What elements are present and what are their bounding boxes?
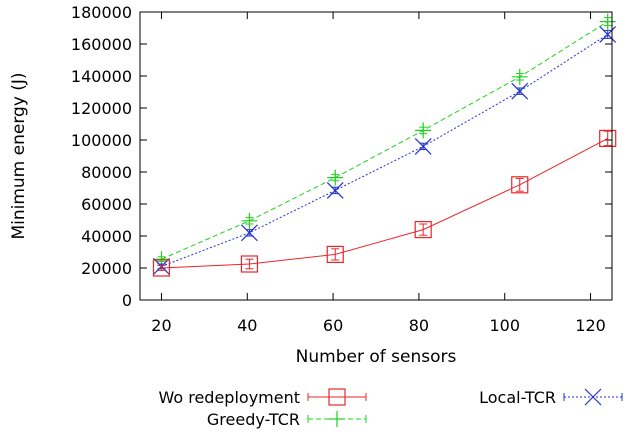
data-point — [599, 25, 617, 43]
data-point-b — [511, 82, 529, 100]
data-point — [240, 224, 258, 242]
y-tick-label: 80000 — [81, 163, 132, 182]
legend-marker-b — [584, 388, 602, 406]
legend-marker — [328, 388, 346, 406]
legend-item: Wo redeployment — [158, 388, 367, 407]
data-point — [152, 259, 171, 277]
plot-frame — [139, 11, 613, 301]
legend-label: Wo redeployment — [158, 388, 300, 407]
y-tick-label: 0 — [122, 291, 132, 310]
legend-label: Greedy-TCR — [207, 410, 300, 429]
x-tick-label: 120 — [575, 316, 606, 335]
y-tick-label: 20000 — [81, 259, 132, 278]
data-point-b — [326, 181, 344, 199]
x-tick-label: 60 — [323, 316, 343, 335]
data-point — [414, 221, 432, 239]
y-tick-label: 120000 — [71, 99, 132, 118]
axes: 0 20000 40000 60000 80000 100000 120000 140000 1… — [71, 3, 612, 335]
x-tick-label: 20 — [151, 316, 171, 335]
x-tick-label: 40 — [237, 316, 257, 335]
data-point — [415, 122, 432, 139]
plot-series — [152, 13, 617, 277]
data-point — [511, 82, 529, 100]
y-tick-label: 160000 — [71, 35, 132, 54]
data-point — [241, 212, 258, 229]
series-local-tcr — [153, 25, 617, 275]
legend-marker — [329, 411, 345, 427]
data-point — [326, 181, 344, 199]
y-axis-label: Minimum energy (J) — [9, 72, 29, 239]
data-point — [511, 68, 528, 85]
series-line — [161, 33, 608, 267]
data-point — [414, 137, 432, 155]
data-point-b — [414, 137, 432, 155]
series-wo-redeployment — [152, 129, 617, 277]
data-point — [599, 13, 616, 30]
series-greedy-tcr — [153, 13, 616, 268]
legend-item: Local-TCR — [479, 388, 623, 407]
x-tick-label: 100 — [489, 316, 520, 335]
data-point — [327, 169, 344, 186]
data-point — [511, 176, 529, 194]
legend: Wo redeployment Greedy-TCR Local-TCR — [158, 388, 623, 429]
y-tick-label: 180000 — [71, 3, 132, 22]
y-tick-label: 60000 — [81, 195, 132, 214]
x-tick-label: 80 — [409, 316, 429, 335]
y-tick-label: 100000 — [71, 131, 132, 150]
data-point — [240, 255, 259, 273]
data-point-b — [599, 25, 617, 43]
data-point — [599, 129, 617, 147]
series-line — [161, 21, 608, 260]
data-point — [326, 245, 344, 263]
series-line — [161, 137, 608, 269]
legend-marker — [584, 388, 602, 406]
legend-item: Greedy-TCR — [207, 410, 367, 429]
y-tick-label: 40000 — [81, 227, 132, 246]
legend-label: Local-TCR — [479, 388, 556, 407]
y-tick-label: 140000 — [71, 67, 132, 86]
data-point-b — [240, 224, 258, 242]
x-axis-label: Number of sensors — [296, 347, 457, 367]
